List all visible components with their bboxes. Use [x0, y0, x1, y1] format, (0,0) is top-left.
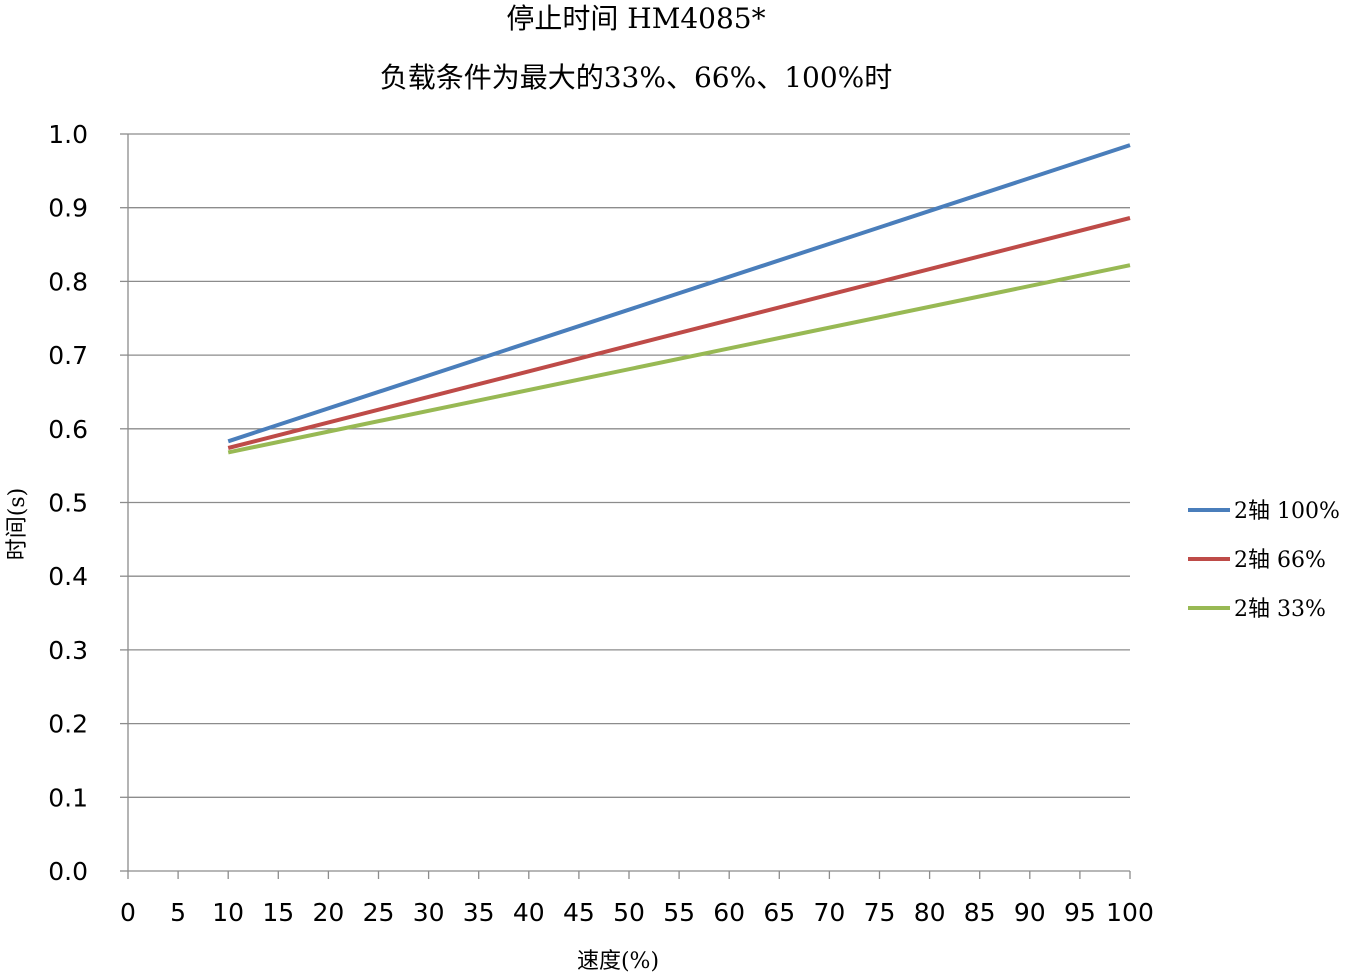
- y-tick-label: 0.6: [48, 415, 88, 444]
- x-tick-label: 25: [363, 898, 395, 927]
- legend-label: 2轴 100%: [1234, 499, 1340, 524]
- x-tick-label: 40: [513, 898, 545, 927]
- x-tick-label: 15: [262, 898, 294, 927]
- x-tick-label: 45: [563, 898, 595, 927]
- x-tick-label: 35: [463, 898, 495, 927]
- x-tick-label: 10: [212, 898, 244, 927]
- y-tick-label: 0.4: [48, 562, 88, 591]
- x-tick-label: 50: [613, 898, 645, 927]
- y-tick-label: 0.3: [48, 636, 88, 665]
- x-tick-label: 80: [914, 898, 946, 927]
- gridlines: [128, 133, 1130, 798]
- y-tick-label: 1.0: [48, 120, 88, 149]
- legend-label: 2轴 66%: [1234, 548, 1326, 573]
- series-line: [227, 216, 1131, 450]
- x-tick-label: 55: [663, 898, 695, 927]
- x-tick-label: 100: [1106, 898, 1154, 927]
- x-tick-labels: 0 5 10 15 20 25 30 35 40 45 50 55 60 65 70 75 80 85 90 95 10…: [120, 898, 1154, 927]
- y-axis-title: 时间(s): [5, 488, 30, 560]
- y-tick-labels: 0.0 0.1 0.2 0.3 0.4 0.5 0.6 0.7 0.8 0.9 1.0: [48, 120, 88, 886]
- x-tick-label: 60: [713, 898, 745, 927]
- series-lines: [227, 143, 1131, 455]
- y-tick-label: 0.0: [48, 857, 88, 886]
- x-tick-label: 95: [1064, 898, 1096, 927]
- y-tick-label: 0.9: [48, 194, 88, 223]
- x-tick-label: 0: [120, 898, 136, 927]
- x-tick-label: 30: [413, 898, 445, 927]
- x-tick-label: 70: [813, 898, 845, 927]
- y-tick-label: 0.2: [48, 710, 88, 739]
- y-tick-label: 0.5: [48, 489, 88, 518]
- chart-subtitle: 负载条件为最大的33%、66%、100%时: [380, 61, 893, 94]
- axes: [120, 133, 1131, 879]
- x-axis-title: 速度(%): [577, 949, 659, 974]
- x-tick-label: 20: [312, 898, 344, 927]
- y-tick-label: 0.8: [48, 267, 88, 296]
- chart-title: 停止时间 HM4085*: [506, 2, 765, 35]
- x-tick-label: 90: [1014, 898, 1046, 927]
- y-tick-label: 0.1: [48, 783, 88, 812]
- series-line: [227, 143, 1131, 444]
- x-tick-label: 85: [964, 898, 996, 927]
- x-tick-label: 65: [763, 898, 795, 927]
- x-tick-label: 75: [864, 898, 896, 927]
- legend: 2轴 100% 2轴 66% 2轴 33%: [1188, 499, 1340, 622]
- series-line: [227, 263, 1131, 455]
- legend-label: 2轴 33%: [1234, 597, 1326, 622]
- y-tick-label: 0.7: [48, 341, 88, 370]
- x-tick-label: 5: [170, 898, 186, 927]
